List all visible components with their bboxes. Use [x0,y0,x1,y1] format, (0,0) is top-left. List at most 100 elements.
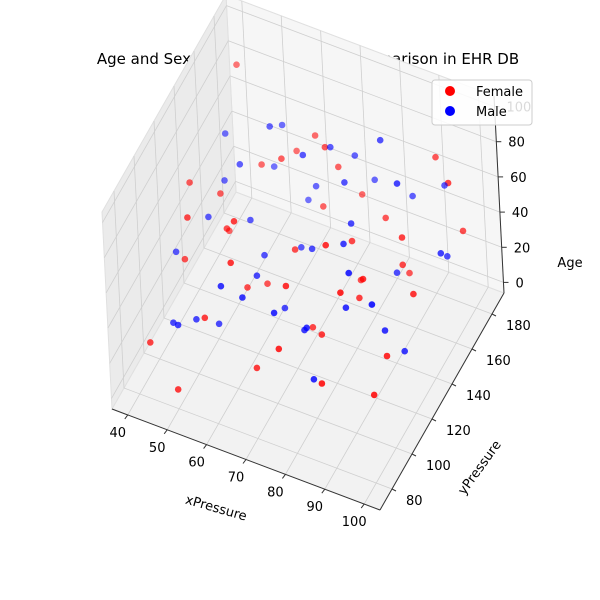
female-point [356,294,363,302]
male-point [303,324,311,332]
male-point [172,248,180,256]
female-point [181,255,189,263]
female-point [320,203,327,210]
male-point [393,180,401,187]
x-tick-mark [281,474,286,479]
legend-marker-male [445,106,455,116]
female-point [318,380,326,387]
female-point [459,227,467,235]
male-point [261,251,268,259]
female-point [406,269,413,277]
female-point [264,280,271,288]
female-point [282,282,290,290]
female-point [370,391,378,399]
grid-line-x-floor [245,242,371,460]
grid-line-z-left [102,5,227,223]
female-point [398,234,406,241]
data-points [147,61,467,399]
x-tick-label: 80 [267,485,284,500]
x-tick-mark [124,414,129,420]
male-point [305,196,312,204]
grid-line-y-left [173,85,185,284]
y-tick-label: 80 [406,494,423,509]
male-point [170,319,177,327]
grid-line-z-back [233,145,502,248]
z-axis-line [493,95,505,294]
grid-line-z-back [231,110,501,213]
grid-line-z-left [111,181,236,399]
male-point [342,304,350,312]
male-point [281,304,289,312]
female-point [311,132,319,139]
female-point [383,352,391,360]
grid-line-z-left [109,146,235,364]
x-tick-mark [360,503,365,509]
female-point [201,314,209,322]
grid-line-y-floor [143,352,413,455]
male-point [371,176,379,184]
z-tick-label: 80 [508,136,525,151]
z-tick-label: 60 [510,171,527,186]
grid-line-y-floor [203,247,473,350]
male-point [341,179,348,186]
y-tick-mark [491,313,497,317]
y-tick-mark [471,348,477,352]
grid-line-x-back [280,15,292,213]
male-point [193,316,200,323]
z-tick-label: 20 [514,241,531,256]
grid-line-y-floor [163,317,433,420]
male-point [270,309,278,317]
x-tick-label: 50 [149,441,166,456]
female-point [318,331,326,338]
axis-panes [101,0,505,511]
x-tick-mark [203,444,208,449]
female-point [291,246,299,253]
female-point [382,214,390,222]
z-axis-label: Age [557,256,582,271]
grid-line-z-left [103,40,229,258]
male-point [215,320,223,328]
left-pane [101,0,237,411]
male-point [266,123,274,130]
grid-line-x-floor [363,286,489,505]
grid-line-x-floor [285,257,410,475]
grid-line-y-left [153,120,165,319]
female-point [358,191,366,198]
grid-line-y-floor [123,387,393,490]
male-point [217,282,225,290]
grid-line-x-floor [166,212,292,430]
legend-label-male: Male [476,105,507,120]
male-point [340,240,347,248]
male-point [327,143,334,151]
legend-marker-female [445,86,455,96]
y-tick-label: 160 [486,354,511,369]
female-point [275,345,283,353]
female-point [321,143,329,151]
female-point [184,214,191,221]
male-point [205,213,212,221]
male-point [312,182,320,190]
male-point [393,269,401,277]
axis-lines [111,95,509,511]
male-point [221,130,229,137]
female-point [337,289,344,297]
y-axis-line [379,292,505,511]
female-point [223,225,231,232]
male-point [278,121,286,129]
z-tick-label: 0 [516,276,524,291]
grid-line-y-floor [183,282,453,385]
female-point [186,179,193,186]
male-point [253,272,261,280]
male-point [351,152,359,159]
grid-line-y-left [113,190,125,389]
legend: Female Male [431,79,533,126]
female-point [258,161,265,168]
grid-line-x-floor [206,227,331,445]
female-point [174,386,182,393]
grid-line-x-floor [324,272,450,490]
male-point [298,244,305,251]
grid-line-z-left [107,110,233,329]
female-point [357,276,365,284]
female-point [253,364,261,372]
